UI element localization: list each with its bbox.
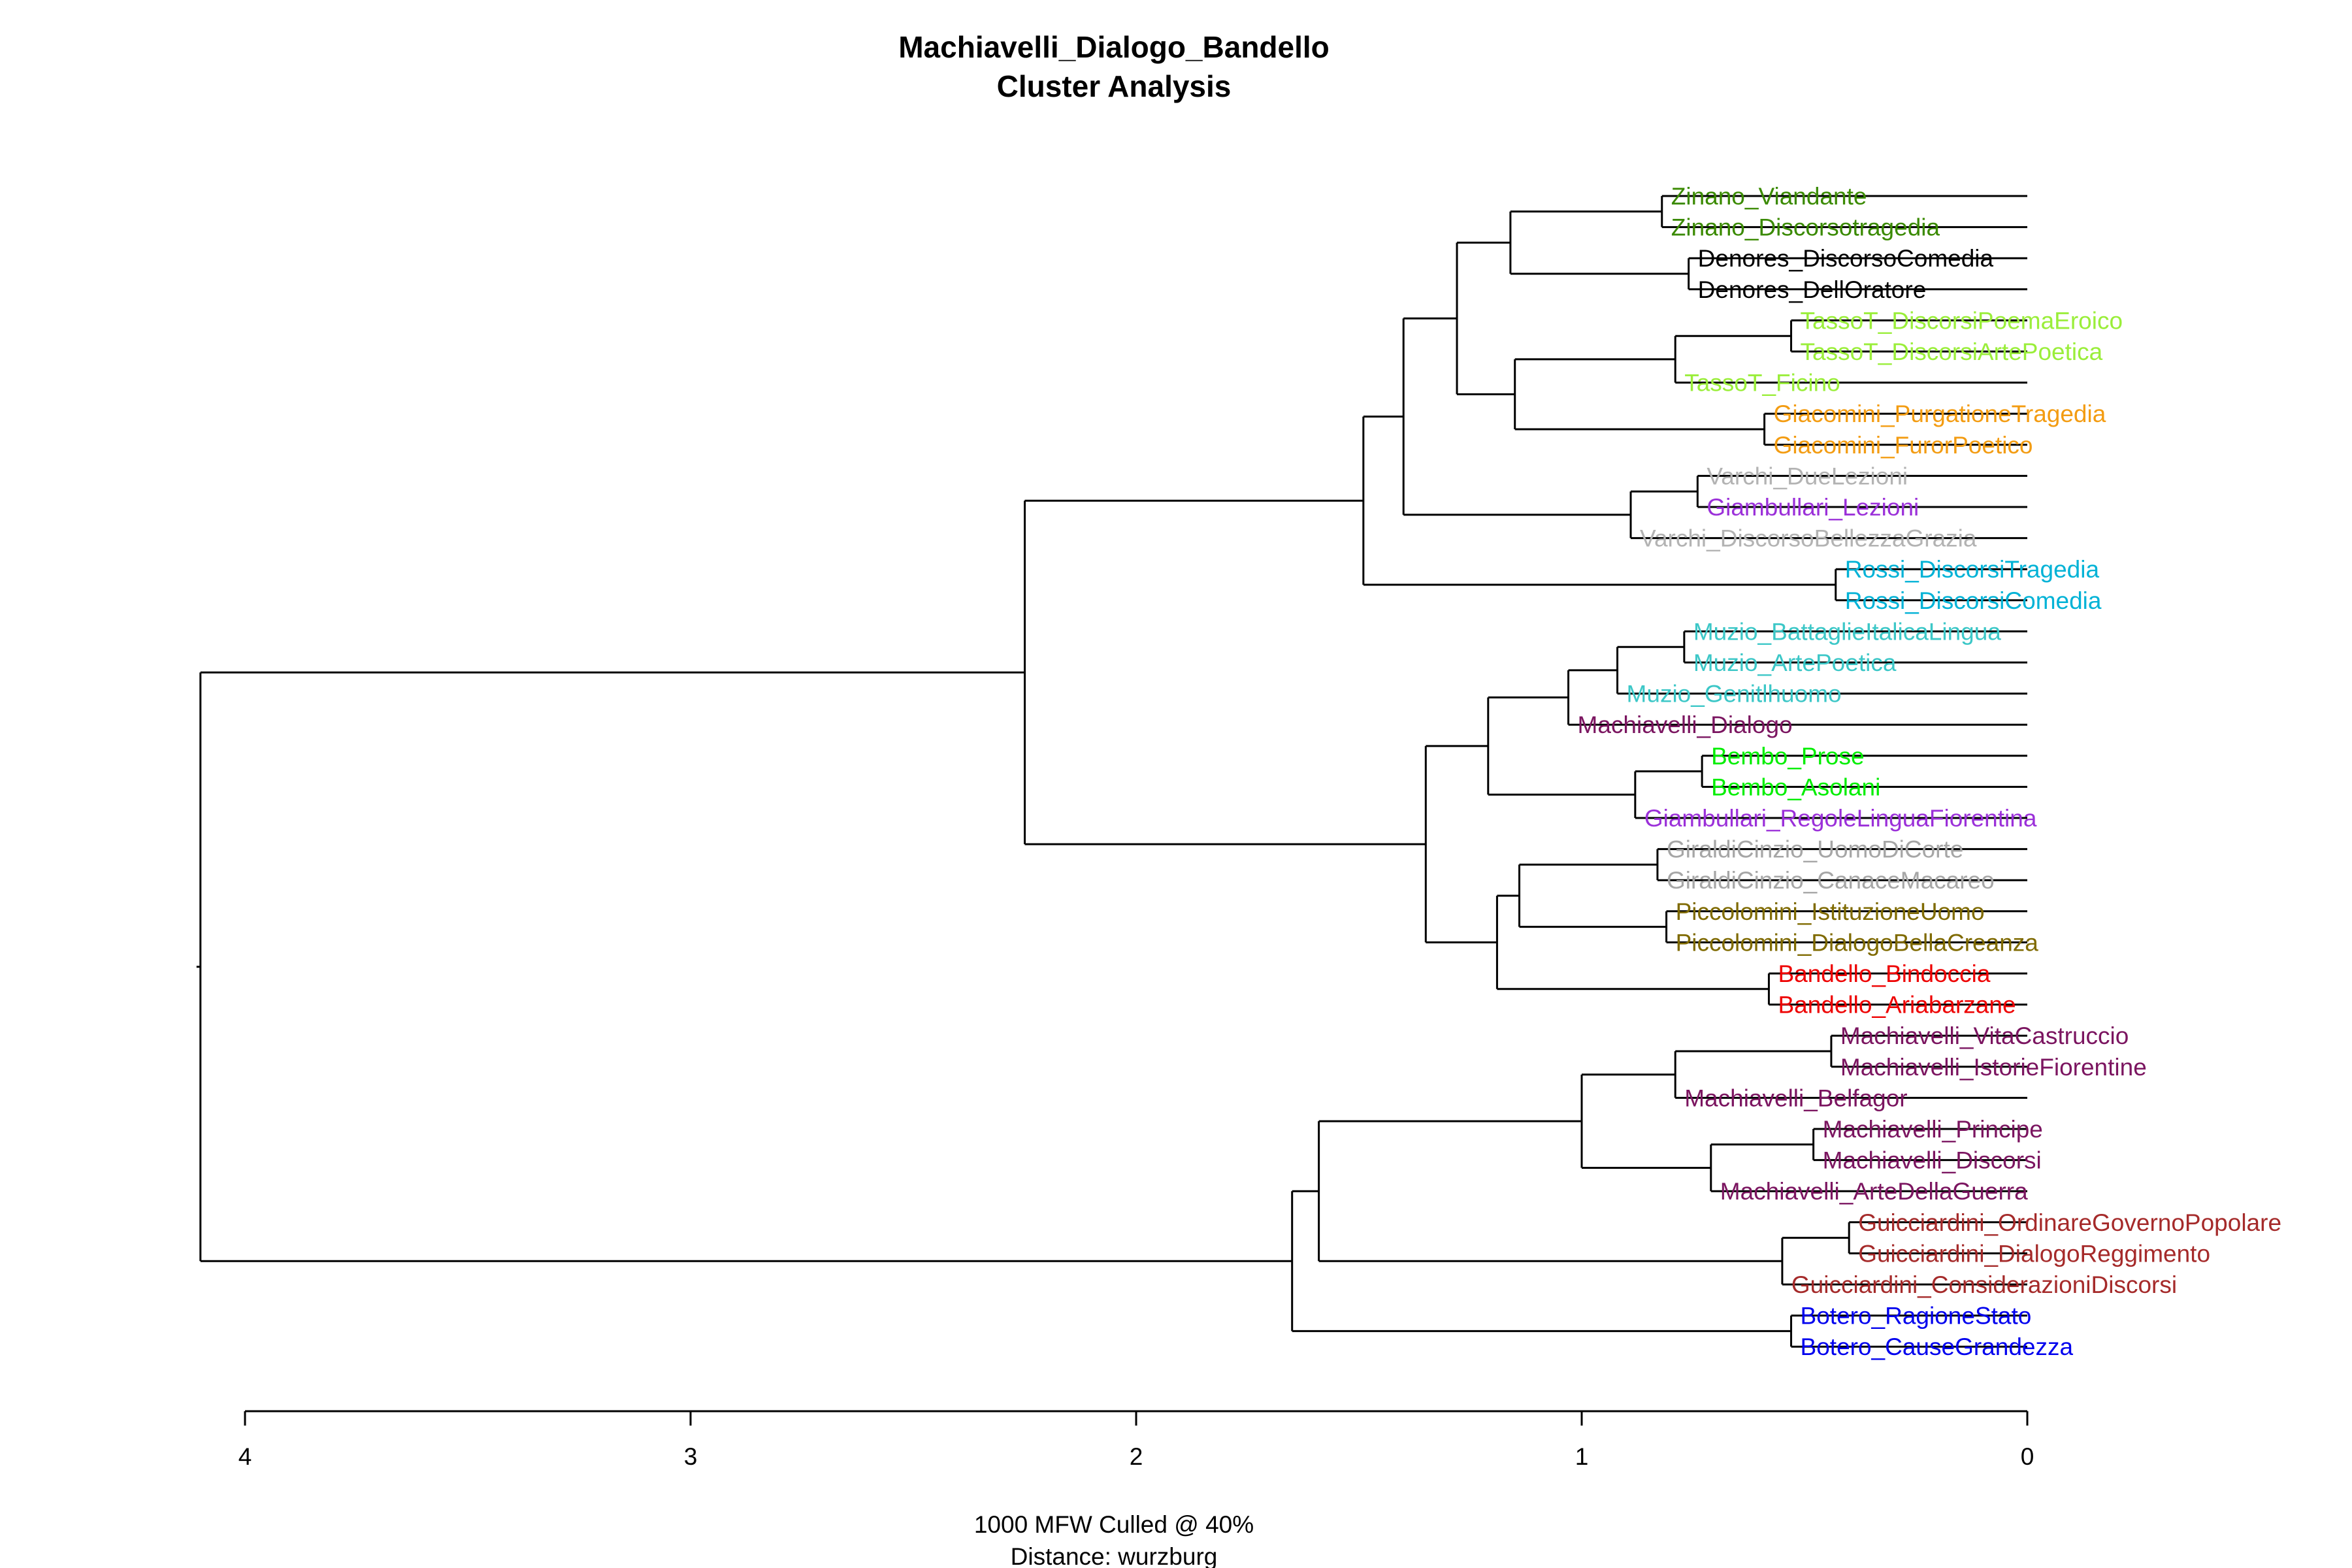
leaf-label: Giambullari_Lezioni [1707,494,1919,521]
leaf-label: Giacomini_PurgationeTragedia [1774,400,2106,427]
leaf-label: Guicciardini_OrdinareGovernoPopolare [1858,1209,2281,1236]
leaf-label: Muzio_ArtePoetica [1693,649,1897,676]
leaf-label: Botero_RagioneStato [1801,1303,2032,1330]
leaf-label: Machiavelli_VitaCastruccio [1840,1022,2129,1049]
axis-tick-label: 4 [238,1443,252,1470]
axis-tick-label: 3 [684,1443,698,1470]
distance-axis: 4 3 2 1 0 [238,1410,2034,1470]
leaf-label: Bembo_Asolani [1711,774,1880,800]
leaf-label: Giambullari_RegoleLinguaFiorentina [1644,805,2037,832]
leaf-label: Piccolomini_IstituzioneUomo [1676,898,1985,925]
chart-title: Machiavelli_Dialogo_Bandello [898,30,1330,64]
leaf-label: Varchi_DueLezioni [1707,463,1908,489]
leaf-label: Botero_CauseGrandezza [1801,1333,2074,1360]
leaf-label: GiraldiCinzio_CanaceMacareo [1667,867,1995,894]
axis-tick-label: 2 [1130,1443,1143,1470]
caption-mfw: 1000 MFW Culled @ 40% [974,1511,1254,1538]
leaf-label: Guicciardini_ConsiderazioniDiscorsi [1791,1271,2177,1298]
leaf-label: Bandello_Bindoccia [1778,960,1990,987]
leaf-label: TassoT_DiscorsiArtePoetica [1801,338,2103,365]
leaf-label: Muzio_BattaglieItalicaLingua [1693,618,2001,645]
axis-tick-label: 0 [2021,1443,2034,1470]
leaf-label: Rossi_DiscorsiTragedia [1845,556,2100,583]
leaf-label: Muzio_Genitlhuomo [1627,681,1842,708]
leaf-label: GiraldiCinzio_UomoDiCorte [1667,836,1963,863]
leaf-label: Zinano_Viandante [1671,183,1867,210]
leaf-label: Zinano_Discorsotragedia [1671,214,1940,241]
leaf-label: Machiavelli_IstorieFiorentine [1840,1054,2147,1081]
leaf-label: Rossi_DiscorsiComedia [1845,587,2102,614]
leaf-label: Machiavelli_Principe [1823,1116,2043,1143]
leaf-label: Machiavelli_Belfagor [1684,1085,1907,1111]
chart-subtitle: Cluster Analysis [997,69,1232,103]
leaf-label: Guicciardini_DialogoReggimento [1858,1240,2210,1267]
caption-distance: Distance: wurzburg [1011,1543,1218,1568]
leaf-label: TassoT_DiscorsiPoemaEroico [1801,307,2123,334]
leaf-label: Denores_DellOratore [1698,276,1927,303]
dendrogram-edges [196,195,2027,1348]
axis-tick-label: 1 [1575,1443,1589,1470]
leaf-label: Giacomini_FurorPoetico [1774,432,2033,459]
leaf-label: Piccolomini_DialogoBellaCreanza [1676,929,2039,956]
leaf-label: Machiavelli_Dialogo [1578,711,1793,738]
leaf-label: Bembo_Prose [1711,743,1864,770]
leaf-labels: Zinano_Viandante Zinano_Discorsotragedia D… [1578,183,2282,1360]
leaf-label: Denores_DiscorsoComedia [1698,245,1994,272]
leaf-label: TassoT_Ficino [1684,370,1840,397]
leaf-label: Varchi_DiscorsoBellezzaGrazia [1640,525,1977,552]
leaf-label: Bandello_Ariabarzane [1778,992,2016,1019]
leaf-label: Machiavelli_Discorsi [1823,1147,2042,1174]
leaf-label: Machiavelli_ArteDellaGuerra [1720,1178,2028,1205]
